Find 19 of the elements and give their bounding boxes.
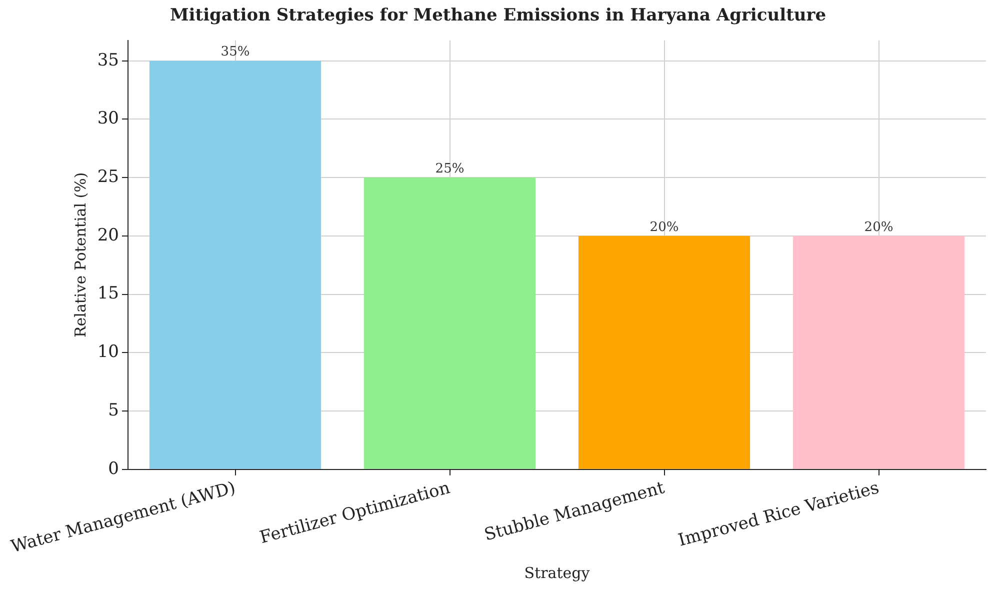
- data-label: 25%: [435, 161, 464, 176]
- y-axis-title: Relative Potential (%): [71, 172, 90, 338]
- y-tick-label: 10: [97, 342, 120, 362]
- y-tick-label: 5: [108, 400, 120, 420]
- y-tick-label: 25: [97, 166, 120, 187]
- x-axis-title: Strategy: [524, 564, 590, 582]
- y-tick-label: 20: [97, 225, 120, 246]
- data-label: 35%: [220, 44, 250, 60]
- bar: [364, 178, 536, 469]
- data-label: 20%: [864, 220, 894, 235]
- y-tick-label: 0: [108, 458, 120, 479]
- y-tick-label: 30: [97, 108, 120, 129]
- y-tick-label: 15: [97, 284, 120, 304]
- data-label: 20%: [650, 220, 679, 235]
- bar: [149, 60, 322, 469]
- bar: [578, 236, 750, 469]
- bar: [792, 236, 965, 469]
- chart-title: Mitigation Strategies for Methane Emissions in Haryana Agriculture: [170, 6, 826, 26]
- y-tick-label: 35: [97, 50, 120, 70]
